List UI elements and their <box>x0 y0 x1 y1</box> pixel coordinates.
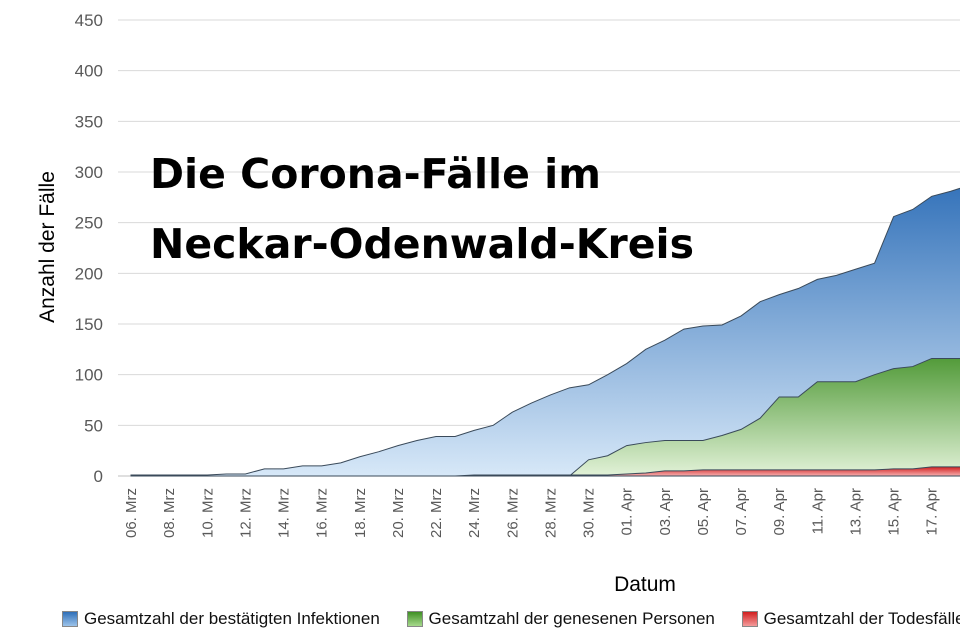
x-tick-label: 24. Mrz <box>466 488 483 538</box>
x-axis-ticks: 06. Mrz 08. Mrz 10. Mrz 12. Mrz 14. Mrz 16. M… <box>123 488 941 538</box>
y-tick-label-450: 450 <box>75 11 103 30</box>
x-tick-label: 15. Apr <box>886 488 903 536</box>
area-series-3 <box>131 466 960 477</box>
x-tick-label: 03. Apr <box>657 488 674 536</box>
x-tick-label: 13. Apr <box>847 488 864 536</box>
y-tick-label-350: 350 <box>75 112 103 131</box>
y-tick-label-200: 200 <box>75 264 103 283</box>
legend-swatch-infections <box>62 611 78 627</box>
area-series <box>130 187 960 477</box>
x-tick-label: 05. Apr <box>695 488 712 536</box>
y-tick-label-400: 400 <box>75 62 103 81</box>
x-tick-label: 30. Mrz <box>581 488 598 538</box>
x-tick-label: 20. Mrz <box>390 488 407 538</box>
x-tick-label: 26. Mrz <box>504 488 521 538</box>
legend: Gesamtzahl der bestätigten Infektionen G… <box>62 609 960 633</box>
x-tick-label: 10. Mrz <box>199 488 216 538</box>
chart-title: Die Corona-Fälle im Neckar-Odenwald-Krei… <box>150 140 694 279</box>
x-tick-label: 12. Mrz <box>237 488 254 538</box>
chart-title-line-2: Neckar-Odenwald-Kreis <box>150 219 695 268</box>
y-tick-label-100: 100 <box>75 366 103 385</box>
x-tick-label: 14. Mrz <box>276 488 293 538</box>
x-tick-label: 07. Apr <box>733 488 750 536</box>
y-tick-label-150: 150 <box>75 315 103 334</box>
chart-title-line-1: Die Corona-Fälle im <box>150 150 601 198</box>
y-axis-ticks: 0 50 100 150 200 250 300 350 400 450 <box>75 11 103 486</box>
y-tick-label-50: 50 <box>84 416 103 435</box>
x-tick-label: 06. Mrz <box>123 488 140 538</box>
area-series-1 <box>130 187 960 477</box>
y-tick-label-300: 300 <box>75 163 103 182</box>
legend-item-recovered: Gesamtzahl der genesenen Personen <box>406 609 715 629</box>
x-tick-label: 18. Mrz <box>352 488 369 538</box>
legend-item-infections: Gesamtzahl der bestätigten Infektionen <box>62 609 380 629</box>
legend-swatch-recovered <box>406 611 423 627</box>
x-tick-label: 08. Mrz <box>161 488 178 538</box>
x-tick-label: 28. Mrz <box>542 488 559 538</box>
x-tick-label: 16. Mrz <box>314 488 331 538</box>
legend-label-recovered: Gesamtzahl der genesenen Personen <box>428 609 715 628</box>
x-tick-label: 01. Apr <box>619 488 636 536</box>
x-tick-label: 22. Mrz <box>428 488 445 538</box>
legend-label-infections: Gesamtzahl der bestätigten Infektionen <box>84 609 380 628</box>
x-axis-title: Datum <box>614 573 676 596</box>
x-tick-label: 11. Apr <box>809 488 826 534</box>
y-tick-label-250: 250 <box>75 214 103 233</box>
x-tick-label: 17. Apr <box>924 488 941 536</box>
legend-swatch-deaths <box>741 611 758 627</box>
y-axis-title: Anzahl der Fälle <box>36 171 59 323</box>
y-tick-label-0: 0 <box>94 467 103 486</box>
legend-item-deaths: Gesamtzahl der Todesfälle <box>741 609 960 629</box>
x-tick-label: 09. Apr <box>771 488 788 536</box>
legend-label-deaths: Gesamtzahl der Todesfälle <box>763 609 960 628</box>
